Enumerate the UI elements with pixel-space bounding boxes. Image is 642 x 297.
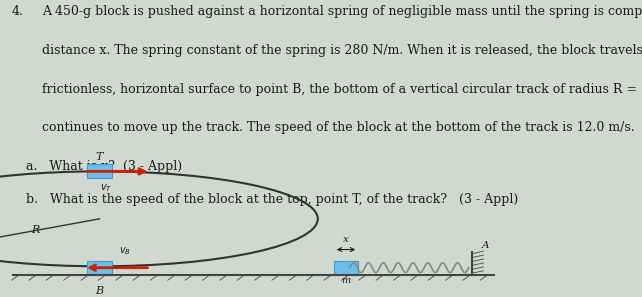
Bar [334,261,358,275]
Text: T: T [96,151,103,162]
Text: A: A [482,241,489,249]
Text: a.   What is x?  (3 - Appl): a. What is x? (3 - Appl) [26,160,182,173]
Bar [87,165,112,178]
Text: A 450-g block is pushed against a horizontal spring of negligible mass until the: A 450-g block is pushed against a horizo… [42,5,642,18]
Text: R: R [31,225,40,235]
Text: $\mathit{v}_T$: $\mathit{v}_T$ [100,183,112,194]
Text: distance x. The spring constant of the spring is 280 N/m. When it is released, t: distance x. The spring constant of the s… [42,44,642,57]
Text: 4.: 4. [12,5,23,18]
Text: frictionless, horizontal surface to point B, the bottom of a vertical circular t: frictionless, horizontal surface to poin… [42,83,642,96]
Text: continues to move up the track. The speed of the block at the bottom of the trac: continues to move up the track. The spee… [42,121,634,135]
Bar [87,261,112,275]
Text: b.   What is the speed of the block at the top, point T, of the track?   (3 - Ap: b. What is the speed of the block at the… [26,193,518,206]
Text: $\mathit{v}_B$: $\mathit{v}_B$ [119,245,131,257]
Text: x: x [343,235,349,244]
Text: m: m [342,276,351,285]
Text: B: B [96,286,103,296]
